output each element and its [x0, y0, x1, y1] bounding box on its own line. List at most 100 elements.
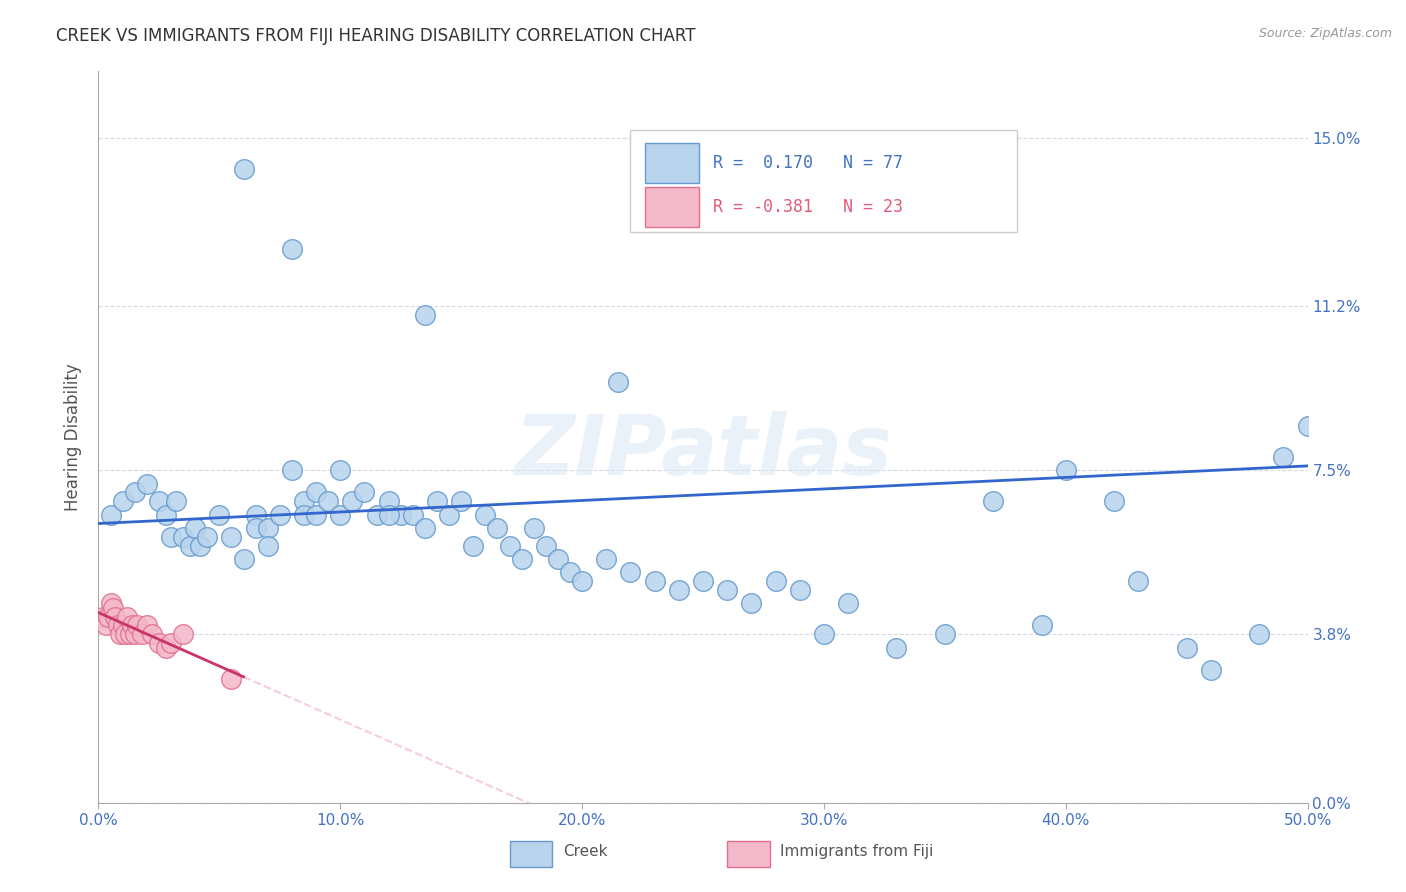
Point — [155, 508, 177, 522]
Point — [160, 636, 183, 650]
Point — [141, 627, 163, 641]
Point — [245, 521, 267, 535]
Point — [934, 627, 956, 641]
Point — [619, 566, 641, 580]
Point — [377, 508, 399, 522]
Point — [269, 508, 291, 522]
Point — [135, 476, 157, 491]
Point — [195, 530, 218, 544]
Text: Source: ZipAtlas.com: Source: ZipAtlas.com — [1258, 27, 1392, 40]
Point — [281, 463, 304, 477]
Point — [94, 618, 117, 632]
FancyBboxPatch shape — [645, 186, 699, 227]
Point — [1296, 419, 1319, 434]
Point — [486, 521, 509, 535]
Point — [117, 609, 139, 624]
Point — [100, 508, 122, 522]
Point — [377, 494, 399, 508]
Point — [366, 508, 388, 522]
Point — [135, 618, 157, 632]
Point — [353, 485, 375, 500]
Point — [1249, 627, 1271, 641]
Point — [1272, 450, 1295, 464]
Text: Immigrants from Fiji: Immigrants from Fiji — [780, 845, 934, 859]
Point — [389, 508, 412, 522]
Point — [523, 521, 546, 535]
Point — [107, 618, 129, 632]
Point — [292, 494, 315, 508]
Point — [789, 582, 811, 597]
Text: CREEK VS IMMIGRANTS FROM FIJI HEARING DISABILITY CORRELATION CHART: CREEK VS IMMIGRANTS FROM FIJI HEARING DI… — [56, 27, 696, 45]
Point — [981, 494, 1004, 508]
Text: Creek: Creek — [562, 845, 607, 859]
FancyBboxPatch shape — [645, 143, 699, 183]
Point — [558, 566, 581, 580]
Text: R = -0.381   N = 23: R = -0.381 N = 23 — [713, 198, 903, 216]
Point — [740, 596, 762, 610]
Point — [111, 618, 134, 632]
Point — [118, 627, 141, 641]
Text: ZIPatlas: ZIPatlas — [515, 411, 891, 492]
Point — [256, 521, 278, 535]
Point — [437, 508, 460, 522]
Point — [221, 672, 243, 686]
Point — [1054, 463, 1077, 477]
Point — [886, 640, 908, 655]
Point — [148, 636, 170, 650]
Point — [1128, 574, 1150, 589]
Point — [91, 609, 114, 624]
Point — [692, 574, 714, 589]
Point — [316, 494, 339, 508]
Point — [148, 494, 170, 508]
Point — [716, 582, 738, 597]
Text: R =  0.170   N = 77: R = 0.170 N = 77 — [713, 153, 903, 172]
Point — [329, 463, 352, 477]
Point — [595, 552, 617, 566]
Point — [450, 494, 472, 508]
Point — [644, 574, 666, 589]
Point — [127, 618, 149, 632]
Point — [329, 508, 352, 522]
FancyBboxPatch shape — [630, 130, 1018, 232]
Point — [131, 627, 153, 641]
Point — [111, 494, 134, 508]
Point — [184, 521, 207, 535]
Point — [1031, 618, 1053, 632]
Point — [172, 627, 194, 641]
Point — [121, 618, 143, 632]
Point — [837, 596, 859, 610]
Point — [463, 539, 485, 553]
Point — [1102, 494, 1125, 508]
Point — [101, 600, 124, 615]
Point — [245, 508, 267, 522]
Point — [498, 539, 520, 553]
Point — [510, 552, 533, 566]
Point — [104, 609, 127, 624]
Point — [232, 552, 254, 566]
Point — [813, 627, 835, 641]
Point — [256, 539, 278, 553]
Point — [571, 574, 593, 589]
Point — [221, 530, 243, 544]
Point — [1199, 663, 1222, 677]
Point — [426, 494, 449, 508]
Point — [342, 494, 364, 508]
Point — [114, 627, 136, 641]
Point — [305, 485, 328, 500]
Point — [208, 508, 231, 522]
Point — [1175, 640, 1198, 655]
Point — [232, 161, 254, 176]
Point — [281, 242, 304, 256]
Point — [100, 596, 122, 610]
Point — [124, 485, 146, 500]
Point — [188, 539, 211, 553]
Point — [305, 508, 328, 522]
Point — [179, 539, 201, 553]
Point — [547, 552, 569, 566]
Point — [108, 627, 131, 641]
Point — [765, 574, 787, 589]
Point — [292, 508, 315, 522]
Point — [413, 521, 436, 535]
Point — [172, 530, 194, 544]
Point — [607, 375, 630, 389]
